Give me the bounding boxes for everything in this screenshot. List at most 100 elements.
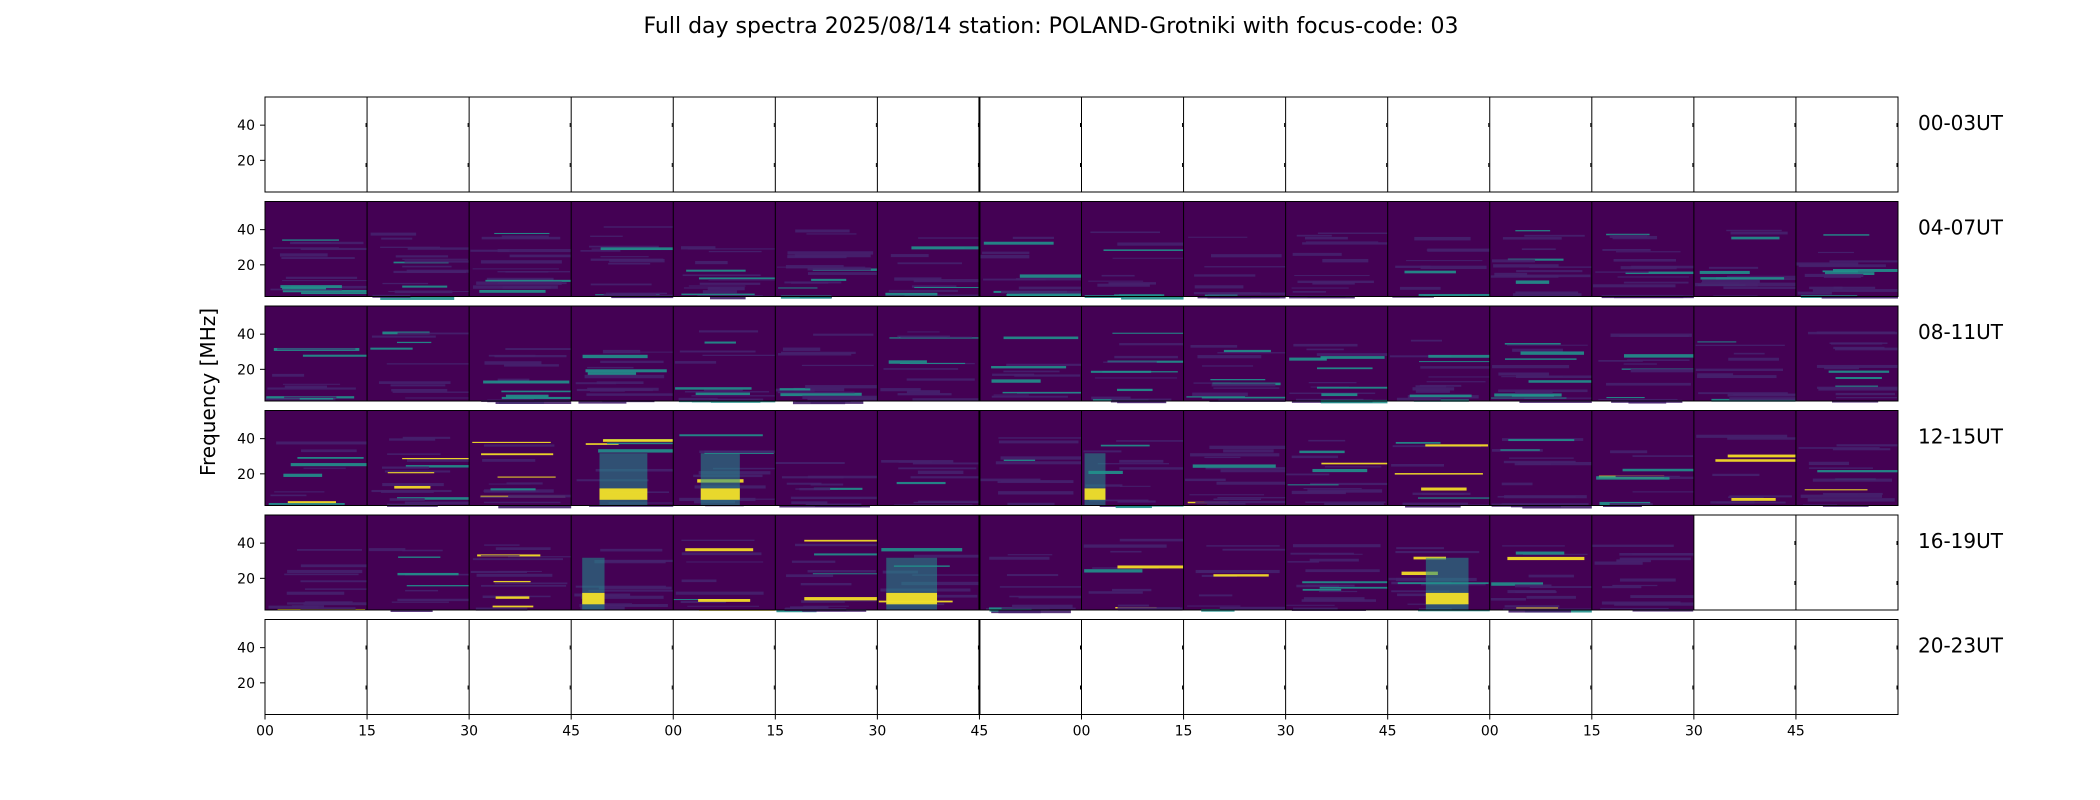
spectrum-line	[1402, 502, 1469, 506]
spectrum-line	[404, 260, 470, 263]
spectrum-line	[989, 556, 1050, 560]
spectrum-panel	[877, 410, 980, 506]
spectrum-line	[1422, 493, 1465, 495]
spectrum-line	[1412, 387, 1455, 391]
spectrum-line	[1302, 242, 1388, 245]
row-frame	[264, 201, 1899, 297]
spectrum-line	[382, 282, 429, 285]
burst-core	[1425, 592, 1469, 605]
spectrum-line	[778, 287, 818, 289]
spectrum-line	[290, 241, 364, 245]
spectrum-line	[501, 235, 549, 239]
spectrum-panel	[979, 306, 1082, 401]
spectrum-line	[1100, 444, 1150, 447]
spectrum-line	[814, 553, 878, 556]
spectrum-line	[1508, 609, 1571, 613]
spectrum-line	[708, 250, 762, 253]
spectrum-line	[300, 580, 368, 583]
spectrum-line	[1832, 400, 1879, 403]
spectrum-line	[1836, 397, 1898, 399]
x-tick-label: 00	[1481, 724, 1499, 740]
y-tick-label: 40	[237, 432, 255, 448]
spectrum-line	[777, 353, 852, 356]
spectrum-line	[1427, 248, 1490, 252]
empty-panel	[877, 619, 980, 715]
spectrum-line	[1115, 505, 1152, 509]
spectrum-line	[1307, 489, 1383, 493]
spectrum-line	[1190, 453, 1280, 457]
spectrum-line	[1289, 357, 1327, 361]
spectrum-line	[906, 390, 941, 394]
spectrum-line	[1731, 497, 1776, 501]
spectrum-line	[1592, 544, 1674, 547]
spectrum-line	[1305, 241, 1379, 243]
empty-panel	[367, 619, 470, 715]
spectrum-line	[1615, 475, 1680, 478]
spectrum-line	[276, 441, 367, 445]
spectrum-line	[1515, 551, 1565, 555]
spectrum-line	[1305, 501, 1386, 503]
spectrum-line	[703, 389, 743, 392]
spectrum-panel	[1795, 410, 1898, 506]
spectrum-line	[407, 458, 470, 462]
spectrum-line	[1630, 595, 1694, 598]
spectrum-line	[1631, 265, 1694, 269]
empty-panel	[1489, 619, 1592, 715]
empty-panel	[1693, 97, 1796, 192]
spectrum-panel	[367, 515, 470, 610]
spectrum-line	[1606, 233, 1650, 236]
spectrum-line	[691, 395, 776, 397]
spectrum-line	[1210, 254, 1282, 258]
spectrum-line	[476, 281, 562, 285]
spectrum-line	[681, 293, 755, 296]
spectrum-line	[691, 400, 776, 403]
spectrum-line	[1727, 393, 1796, 397]
spectrum-line	[912, 462, 980, 465]
spectrum-line	[802, 395, 878, 400]
spectrum-line	[1312, 468, 1368, 473]
spectrum-line	[282, 287, 327, 290]
spectrum-line	[395, 255, 449, 258]
spectrum-line	[603, 226, 674, 228]
spectrum-line	[1394, 473, 1483, 475]
spectrum-line	[782, 347, 821, 351]
spectrum-line	[1012, 604, 1073, 609]
empty-panel	[1591, 97, 1694, 192]
y-tick-label: 20	[237, 571, 255, 587]
spectrum-line	[1514, 584, 1552, 588]
spectrum-line	[698, 277, 776, 280]
spectrum-line	[1194, 285, 1244, 289]
spectrum-line	[1012, 236, 1054, 239]
spectrum-line	[898, 467, 977, 470]
empty-panel	[1693, 619, 1796, 715]
spectrum-line	[1316, 353, 1388, 356]
spectrum-line	[402, 436, 451, 439]
spectrum-line	[786, 574, 834, 578]
spectrum-line	[1193, 382, 1231, 384]
spectrum-line	[1206, 502, 1246, 505]
spectrum-line	[1303, 488, 1362, 490]
spectrum-line	[1187, 605, 1241, 607]
spectrum-line	[1712, 473, 1760, 477]
spectrum-line	[1835, 377, 1882, 379]
spectrum-line	[789, 606, 829, 610]
spectrum-line	[1507, 556, 1585, 561]
spectrum-line	[1494, 272, 1528, 277]
spectrum-line	[481, 584, 567, 587]
spectrum-line	[1828, 370, 1890, 373]
spectrum-line	[1602, 505, 1642, 508]
spectrum-line	[1606, 396, 1645, 399]
empty-panel	[1183, 97, 1286, 192]
spectrum-line	[1205, 467, 1286, 470]
spectrum-line	[300, 607, 356, 610]
spectrum-line	[1001, 290, 1082, 294]
spectrum-line	[1491, 397, 1567, 399]
spectrum-line	[1623, 281, 1689, 284]
spectrum-line	[1117, 500, 1156, 503]
spectrum-line	[776, 266, 866, 268]
spectra-row: 20 40 00-03UT	[237, 96, 2004, 193]
spectrum-line	[1222, 548, 1286, 551]
spectrum-line	[1389, 355, 1452, 358]
spectrum-line	[1088, 470, 1123, 474]
spectrum-line	[1302, 588, 1342, 591]
